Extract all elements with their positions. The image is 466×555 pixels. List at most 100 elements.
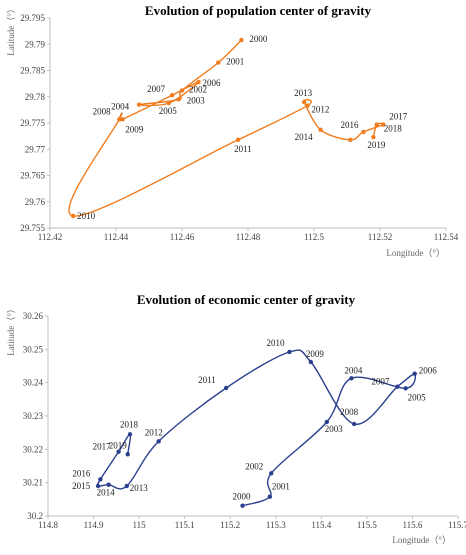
data-point-2019 [125,452,130,457]
point-label-2004: 2004 [344,365,363,375]
x-tick-label: 112.42 [38,232,62,242]
data-point-2000 [239,37,244,43]
y-tick-label: 29.775 [20,118,45,128]
point-label-2006: 2006 [419,366,438,376]
y-tick-label: 29.78 [25,92,46,102]
series-line [96,349,417,507]
y-tick-label: 30.21 [23,478,43,488]
y-tick-label: 29.765 [20,171,45,181]
data-point-2010 [287,349,292,355]
point-label-2000: 2000 [249,34,268,44]
data-point-2011 [235,137,241,142]
x-tick-label: 115.6 [402,520,422,530]
point-label-2019: 2019 [367,140,386,150]
x-tick-label: 115.1 [175,520,195,530]
point-label-2009: 2009 [125,124,144,134]
point-label-2016: 2016 [341,120,360,130]
point-label-2007: 2007 [147,84,166,94]
point-label-2017: 2017 [389,112,408,122]
point-label-2004: 2004 [111,102,130,112]
point-label-2014: 2014 [97,488,116,498]
data-point-2016 [361,129,366,135]
point-label-2001: 2001 [226,57,244,67]
point-label-2007: 2007 [371,377,390,387]
data-point-2012 [156,439,161,444]
x-axis-label: Longitude（°） [386,248,445,258]
point-label-2000: 2000 [233,492,252,502]
y-tick-label: 30.23 [23,411,44,421]
point-label-2006: 2006 [203,78,222,88]
y-tick-label: 29.795 [20,13,45,23]
data-point-2009 [308,359,314,365]
point-label-2017: 2017 [93,442,112,452]
point-label-2011: 2011 [234,144,252,154]
data-point-2015 [348,137,353,142]
x-tick-label: 112.54 [434,232,459,242]
data-point-2016 [98,477,103,482]
y-axis-label: Latitude（°） [6,304,16,356]
x-tick-label: 112.5 [304,232,324,242]
point-label-2005: 2005 [408,392,427,402]
point-label-2001: 2001 [272,482,290,492]
x-tick-label: 115.3 [266,520,286,530]
x-tick-label: 115.7 [448,520,466,530]
data-point-2015 [95,483,101,489]
point-label-2010: 2010 [77,211,96,221]
point-label-2019: 2019 [109,440,128,450]
y-tick-label: 29.76 [25,197,46,207]
y-tick-label: 29.79 [25,39,46,49]
point-label-2014: 2014 [295,132,314,142]
x-tick-label: 112.48 [236,232,261,242]
x-tick-label: 112.44 [104,232,129,242]
data-point-2009 [117,117,122,122]
point-label-2009: 2009 [306,349,325,359]
data-point-2004 [349,376,354,381]
point-label-2018: 2018 [384,124,403,134]
data-point-2006 [412,371,417,376]
x-tick-label: 115 [133,520,147,530]
x-tick-label: 114.8 [38,520,58,530]
data-point-2010 [70,213,76,219]
y-axis-label: Latitude（°） [6,4,16,56]
data-point-2019 [371,134,376,140]
y-tick-label: 29.755 [20,223,45,233]
data-point-2005 [166,100,171,106]
data-point-2001 [267,494,273,499]
point-label-2008: 2008 [93,106,112,116]
data-point-2017 [116,449,121,454]
point-label-2005: 2005 [159,106,178,116]
point-label-2013: 2013 [294,88,313,98]
point-label-2003: 2003 [187,95,206,105]
data-point-2001 [216,60,221,65]
data-point-2006 [196,79,201,85]
data-point-2018 [374,122,379,127]
point-label-2016: 2016 [72,468,91,478]
point-label-2002: 2002 [245,461,263,471]
data-point-2018 [127,432,133,437]
x-tick-label: 114.9 [84,520,104,530]
data-point-2002 [179,88,185,93]
point-label-2012: 2012 [311,105,329,115]
y-tick-label: 30.25 [23,344,44,354]
x-axis-label: Longitude（°） [392,535,451,545]
population-chart: Evolution of population center of gravit… [6,3,459,258]
data-point-2005 [403,386,408,391]
data-point-2002 [269,471,274,476]
point-label-2003: 2003 [325,424,344,434]
point-label-2011: 2011 [198,375,216,385]
x-tick-label: 115.4 [311,520,331,530]
y-tick-label: 29.785 [20,66,45,76]
y-tick-label: 30.26 [23,311,44,321]
point-label-2008: 2008 [340,407,359,417]
x-tick-label: 115.5 [357,520,377,530]
economic-chart: Evolution of economic center of gravity … [6,292,466,545]
y-tick-label: 30.24 [23,378,44,388]
data-point-2004 [136,102,142,107]
chart-title: Evolution of economic center of gravity [137,292,356,307]
data-point-2013 [124,483,130,489]
data-point-2014 [318,127,323,133]
data-point-2008 [120,117,125,122]
data-point-2011 [223,385,229,391]
